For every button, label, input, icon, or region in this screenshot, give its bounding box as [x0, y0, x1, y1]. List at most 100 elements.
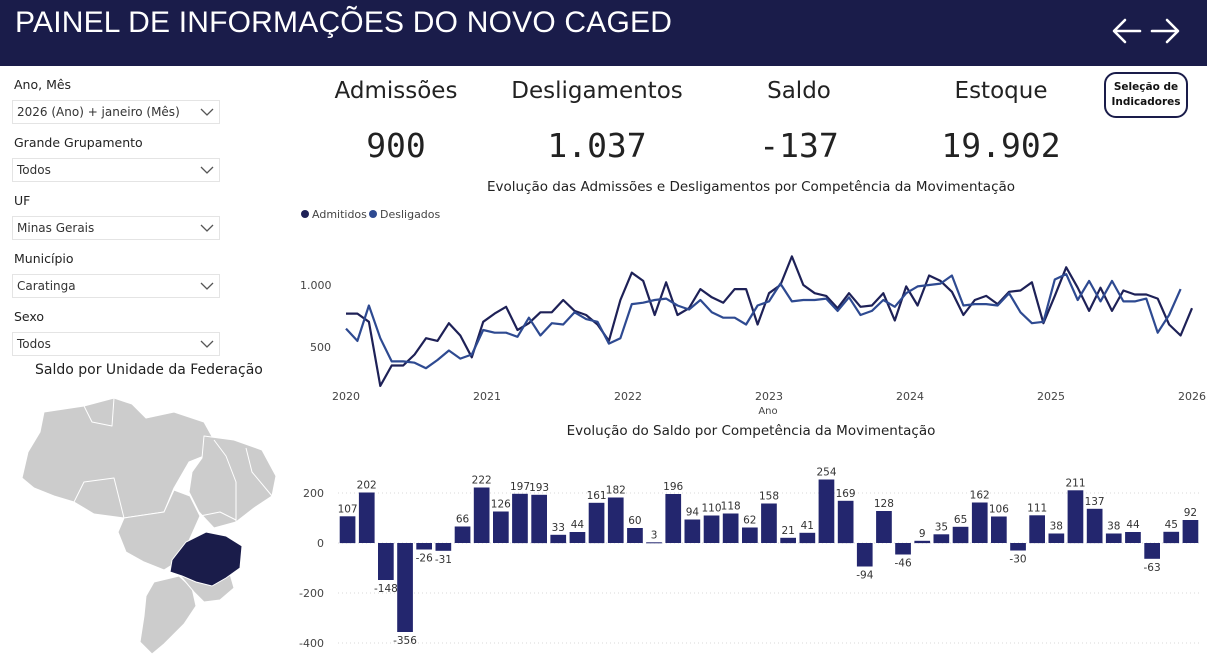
- bar[interactable]: [1010, 543, 1026, 551]
- bar[interactable]: [703, 515, 720, 544]
- bar[interactable]: [761, 503, 777, 544]
- bar[interactable]: [493, 511, 509, 544]
- header-bar: PAINEL DE INFORMAÇÕES DO NOVO CAGED: [0, 0, 1207, 66]
- bar-value-label: -31: [435, 554, 452, 566]
- bar-value-label: 161: [587, 490, 607, 502]
- bar[interactable]: [397, 543, 413, 632]
- bar[interactable]: [780, 537, 796, 544]
- forward-arrow-icon[interactable]: [1148, 14, 1182, 48]
- bar[interactable]: [1125, 532, 1141, 543]
- bar[interactable]: [454, 526, 471, 544]
- bar-value-label: 44: [1126, 519, 1140, 531]
- brazil-map[interactable]: [14, 392, 284, 658]
- bar[interactable]: [588, 502, 605, 544]
- series-line-desligados[interactable]: [345, 272, 1182, 370]
- filter-label-ano-mes: Ano, Mês: [14, 77, 72, 92]
- bar[interactable]: [1163, 531, 1180, 544]
- kpi-value-estoque: 19.902: [941, 126, 1061, 165]
- bar[interactable]: [818, 479, 835, 544]
- bar-value-label: 118: [721, 501, 741, 513]
- x-tick-2023: 2023: [755, 390, 783, 403]
- bar-value-label: 158: [759, 491, 779, 503]
- filter-ano-mes-value: 2026 (Ano) + janeiro (Mês): [17, 105, 180, 119]
- bar-value-label: 106: [989, 504, 1009, 516]
- bar[interactable]: [895, 543, 911, 555]
- bar[interactable]: [1086, 508, 1103, 544]
- bar[interactable]: [473, 487, 490, 544]
- bar[interactable]: [991, 516, 1007, 544]
- bar[interactable]: [1029, 515, 1045, 544]
- bar-chart-title: Evolução do Saldo por Competência da Mov…: [566, 423, 936, 439]
- bar[interactable]: [531, 494, 547, 544]
- bar[interactable]: [627, 528, 643, 543]
- bar[interactable]: [971, 502, 988, 544]
- legend-desligados-marker: [369, 210, 377, 218]
- filter-grande-grupamento-dropdown[interactable]: Todos: [12, 158, 220, 182]
- bar[interactable]: [1182, 520, 1199, 543]
- chevron-down-icon: [200, 166, 214, 174]
- kpi-label-estoque: Estoque: [954, 78, 1048, 104]
- page-title: PAINEL DE INFORMAÇÕES DO NOVO CAGED: [15, 6, 673, 39]
- bar-value-label: 38: [1050, 521, 1063, 533]
- bar-value-label: 202: [357, 480, 377, 492]
- bar[interactable]: [646, 542, 662, 544]
- x-tick-2020: 2020: [332, 390, 360, 403]
- bar[interactable]: [837, 500, 854, 544]
- filter-sexo-dropdown[interactable]: Todos: [12, 332, 220, 356]
- selecao-indicadores-line1: Seleção de: [1113, 81, 1179, 93]
- bar[interactable]: [952, 526, 969, 544]
- bar[interactable]: [550, 534, 567, 544]
- bar-value-label: 45: [1165, 519, 1178, 531]
- series-line-admitidos[interactable]: [346, 255, 1194, 387]
- filter-municipio-dropdown[interactable]: Caratinga: [12, 274, 220, 298]
- bar-value-label: 65: [954, 514, 967, 526]
- bar[interactable]: [378, 543, 394, 580]
- back-arrow-icon[interactable]: [1110, 14, 1144, 48]
- kpi-value-admissoes: 900: [366, 126, 426, 165]
- bar[interactable]: [742, 527, 758, 544]
- bar-value-label: 41: [801, 520, 814, 532]
- line-chart[interactable]: Admitidos Desligados 1.000 500 Ano 2020 2…: [296, 200, 1206, 422]
- bar-y-tick: 200: [303, 487, 324, 500]
- bar-value-label: 3: [651, 529, 658, 541]
- bar-chart[interactable]: 200 0 -200 -400 107 202 -148 -356 -26 -31 66 222 12…: [296, 444, 1206, 658]
- bar[interactable]: [416, 543, 432, 550]
- bar[interactable]: [665, 494, 682, 543]
- chevron-down-icon: [200, 108, 214, 116]
- legend-admitidos-label: Admitidos: [312, 208, 367, 221]
- bar[interactable]: [684, 519, 701, 544]
- x-tick-2022: 2022: [614, 390, 642, 403]
- filter-label-grande-grupamento: Grande Grupamento: [14, 135, 143, 150]
- bar-value-label: 254: [816, 467, 836, 479]
- bar[interactable]: [1048, 533, 1065, 544]
- bar[interactable]: [512, 493, 528, 544]
- kpi-value-desligamentos: 1.037: [547, 126, 647, 165]
- bar[interactable]: [435, 543, 452, 551]
- filter-label-municipio: Município: [14, 251, 74, 266]
- bar[interactable]: [856, 543, 873, 567]
- bar-value-label: 162: [970, 490, 990, 502]
- chevron-down-icon: [200, 340, 214, 348]
- bar[interactable]: [1105, 533, 1122, 544]
- bar[interactable]: [358, 492, 375, 544]
- filter-sexo-value: Todos: [17, 337, 51, 351]
- bar[interactable]: [933, 534, 950, 544]
- bar-value-label: 193: [529, 482, 549, 494]
- selecao-indicadores-line2: Indicadores: [1111, 96, 1181, 108]
- bar[interactable]: [914, 540, 931, 544]
- bar[interactable]: [799, 532, 816, 544]
- filter-ano-mes-dropdown[interactable]: 2026 (Ano) + janeiro (Mês): [12, 100, 220, 124]
- bar[interactable]: [339, 516, 356, 544]
- filter-uf-dropdown[interactable]: Minas Gerais: [12, 216, 220, 240]
- bar[interactable]: [607, 497, 624, 544]
- bar-value-label: 196: [663, 481, 683, 493]
- bar[interactable]: [876, 511, 892, 543]
- bar[interactable]: [1067, 490, 1084, 544]
- kpi-value-saldo: -137: [759, 126, 839, 165]
- bar[interactable]: [569, 532, 586, 543]
- selecao-indicadores-button[interactable]: Seleção de Indicadores: [1104, 72, 1188, 118]
- bar[interactable]: [1144, 543, 1160, 559]
- bar-y-tick: 0: [317, 537, 324, 550]
- bar[interactable]: [722, 513, 739, 544]
- map-region-minas-gerais: [169, 531, 243, 587]
